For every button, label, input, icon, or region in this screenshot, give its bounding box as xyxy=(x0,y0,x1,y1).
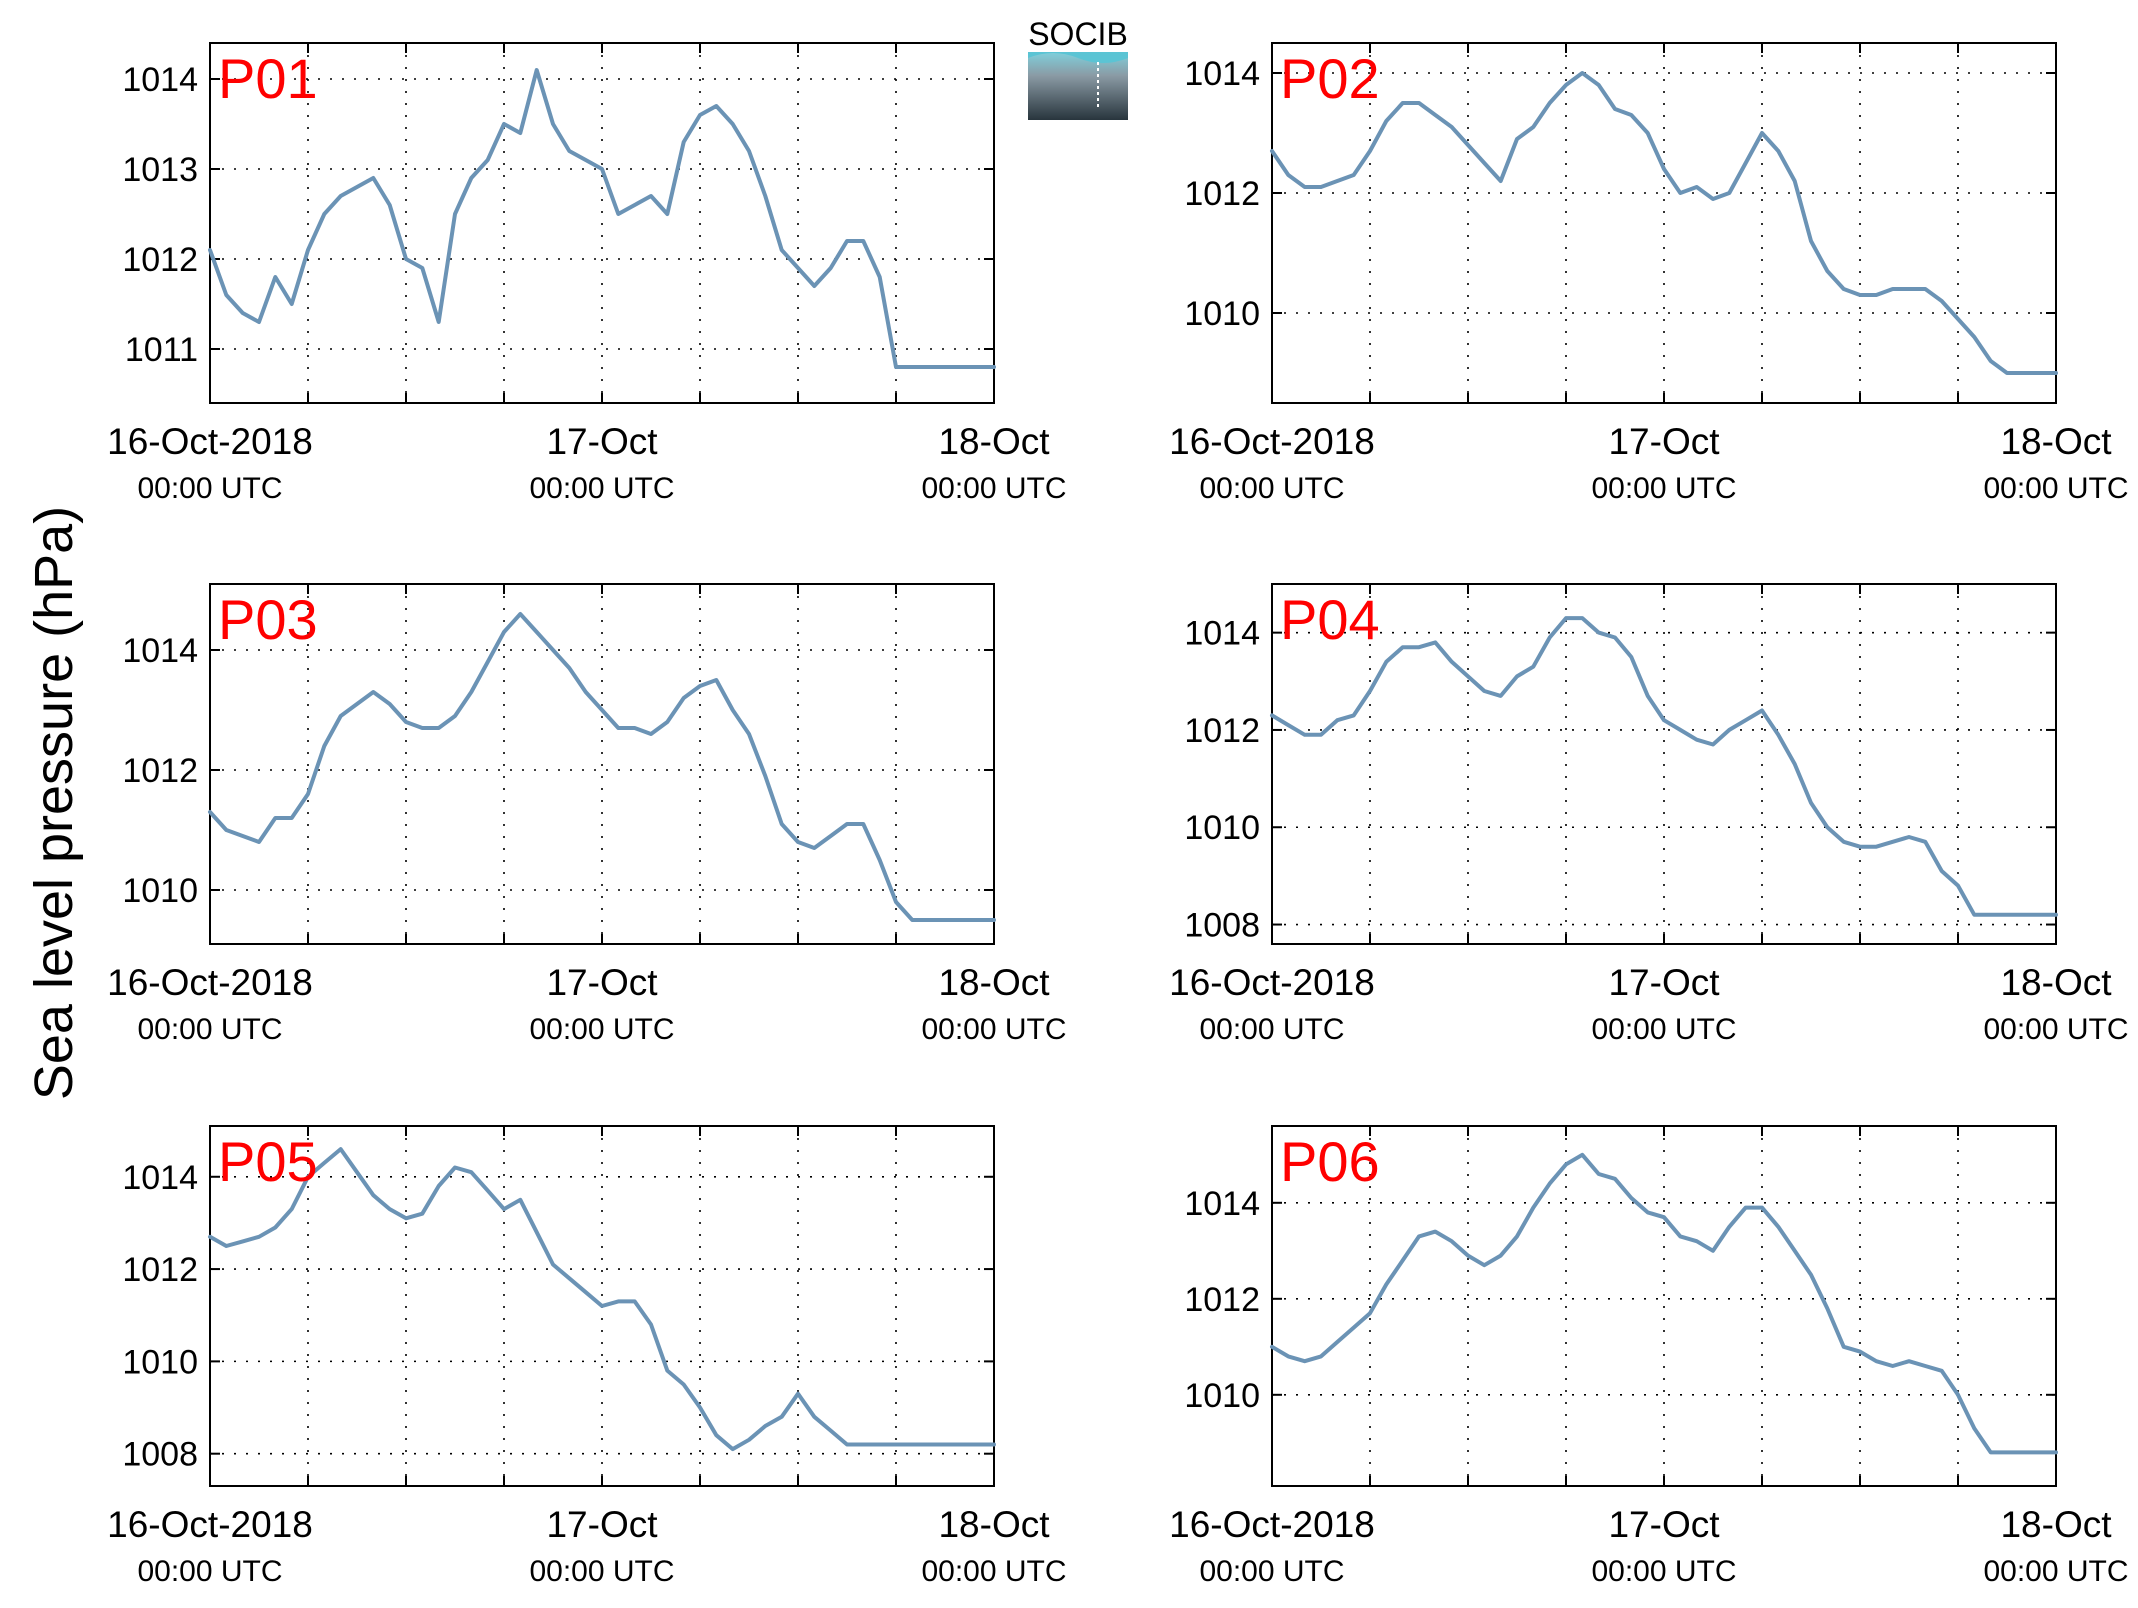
series-line-p04 xyxy=(1270,616,2058,917)
x-tick-sublabel: 00:00 UTC xyxy=(1199,1013,1344,1046)
x-tick-sublabel: 00:00 UTC xyxy=(1199,472,1344,505)
x-tick-sublabel: 00:00 UTC xyxy=(137,1013,282,1046)
x-tick-label: 16-Oct-2018 xyxy=(107,1504,313,1545)
y-axis-label: Sea level pressure (hPa) xyxy=(24,506,84,1100)
x-tick-label: 17-Oct xyxy=(1608,962,1720,1003)
y-tick-label: 1012 xyxy=(1184,712,1260,750)
series-line-p03 xyxy=(208,612,996,922)
chart-panel-p05: 1008 1010 1012 1014 16-Oct-2018 00:00 UTC 17-O… xyxy=(107,1125,1067,1588)
y-tick-label: 1010 xyxy=(1184,1377,1260,1415)
socib-logo: SOCIB xyxy=(1028,16,1128,120)
x-tick-label: 17-Oct xyxy=(546,1504,658,1545)
x-tick-sublabel: 00:00 UTC xyxy=(1983,1555,2128,1588)
x-tick-label: 17-Oct xyxy=(1608,1504,1720,1545)
x-tick-sublabel: 00:00 UTC xyxy=(1983,1013,2128,1046)
y-tick-label: 1012 xyxy=(1184,1281,1260,1319)
x-tick-sublabel: 00:00 UTC xyxy=(529,1555,674,1588)
x-tick-label: 16-Oct-2018 xyxy=(1169,962,1375,1003)
panel-label: P03 xyxy=(218,588,318,651)
x-tick-sublabel: 00:00 UTC xyxy=(529,472,674,505)
x-tick-label: 17-Oct xyxy=(546,421,658,462)
y-tick-label: 1010 xyxy=(122,1343,198,1381)
y-tick-label: 1013 xyxy=(122,151,198,189)
x-tick-label: 16-Oct-2018 xyxy=(107,421,313,462)
series-line-p05 xyxy=(208,1147,996,1452)
x-tick-label: 18-Oct xyxy=(2000,1504,2112,1545)
x-tick-sublabel: 00:00 UTC xyxy=(529,1013,674,1046)
y-tick-label: 1012 xyxy=(122,1251,198,1289)
x-tick-sublabel: 00:00 UTC xyxy=(137,472,282,505)
y-tick-label: 1014 xyxy=(1184,55,1260,93)
y-tick-label: 1008 xyxy=(1184,907,1260,945)
y-tick-label: 1008 xyxy=(122,1436,198,1474)
y-tick-label: 1010 xyxy=(1184,295,1260,333)
x-tick-label: 16-Oct-2018 xyxy=(1169,1504,1375,1545)
x-tick-label: 16-Oct-2018 xyxy=(107,962,313,1003)
panel-label: P01 xyxy=(218,47,318,110)
y-tick-label: 1012 xyxy=(122,752,198,790)
x-tick-label: 18-Oct xyxy=(938,1504,1050,1545)
x-tick-sublabel: 00:00 UTC xyxy=(921,1555,1066,1588)
logo-block xyxy=(1028,52,1128,120)
y-tick-label: 1011 xyxy=(125,331,198,369)
x-tick-label: 18-Oct xyxy=(2000,421,2112,462)
chart-panel-p01: 1011 1012 1013 1014 16-Oct-2018 00:00 UTC 17-O… xyxy=(107,42,1067,505)
x-tick-label: 18-Oct xyxy=(938,421,1050,462)
x-tick-sublabel: 00:00 UTC xyxy=(1591,1555,1736,1588)
x-tick-sublabel: 00:00 UTC xyxy=(1199,1555,1344,1588)
y-tick-label: 1010 xyxy=(122,872,198,910)
x-tick-sublabel: 00:00 UTC xyxy=(1591,1013,1736,1046)
x-tick-label: 18-Oct xyxy=(938,962,1050,1003)
panel-label: P02 xyxy=(1280,47,1380,110)
y-tick-label: 1012 xyxy=(1184,175,1260,213)
y-tick-label: 1014 xyxy=(1184,615,1260,653)
panel-label: P06 xyxy=(1280,1130,1380,1193)
panel-label: P05 xyxy=(218,1130,318,1193)
series-line-p02 xyxy=(1270,71,2058,375)
y-tick-label: 1014 xyxy=(1184,1185,1260,1223)
chart-panel-p04: 1008 1010 1012 1014 16-Oct-2018 00:00 UTC 17-O… xyxy=(1169,583,2129,1046)
y-tick-label: 1010 xyxy=(1184,809,1260,847)
logo-wave xyxy=(1028,52,1128,63)
x-tick-sublabel: 00:00 UTC xyxy=(137,1555,282,1588)
logo-text: SOCIB xyxy=(1028,16,1128,52)
chart-panel-p06: 1010 1012 1014 16-Oct-2018 00:00 UTC 17-Oct 00… xyxy=(1169,1125,2129,1588)
panel-label: P04 xyxy=(1280,588,1380,651)
x-tick-label: 17-Oct xyxy=(1608,421,1720,462)
x-tick-sublabel: 00:00 UTC xyxy=(1591,472,1736,505)
x-tick-label: 18-Oct xyxy=(2000,962,2112,1003)
chart-panel-p03: 1010 1012 1014 16-Oct-2018 00:00 UTC 17-Oct 00… xyxy=(107,583,1067,1046)
chart-panel-p02: 1010 1012 1014 16-Oct-2018 00:00 UTC 17-Oct 00… xyxy=(1169,42,2129,505)
x-tick-label: 17-Oct xyxy=(546,962,658,1003)
y-tick-label: 1012 xyxy=(122,241,198,279)
x-tick-sublabel: 00:00 UTC xyxy=(921,472,1066,505)
x-tick-sublabel: 00:00 UTC xyxy=(921,1013,1066,1046)
x-tick-label: 16-Oct-2018 xyxy=(1169,421,1375,462)
x-tick-sublabel: 00:00 UTC xyxy=(1983,472,2128,505)
series-line-p06 xyxy=(1270,1152,2058,1455)
y-tick-label: 1014 xyxy=(122,61,198,99)
series-line-p01 xyxy=(208,68,996,369)
y-tick-label: 1014 xyxy=(122,1159,198,1197)
y-tick-label: 1014 xyxy=(122,632,198,670)
